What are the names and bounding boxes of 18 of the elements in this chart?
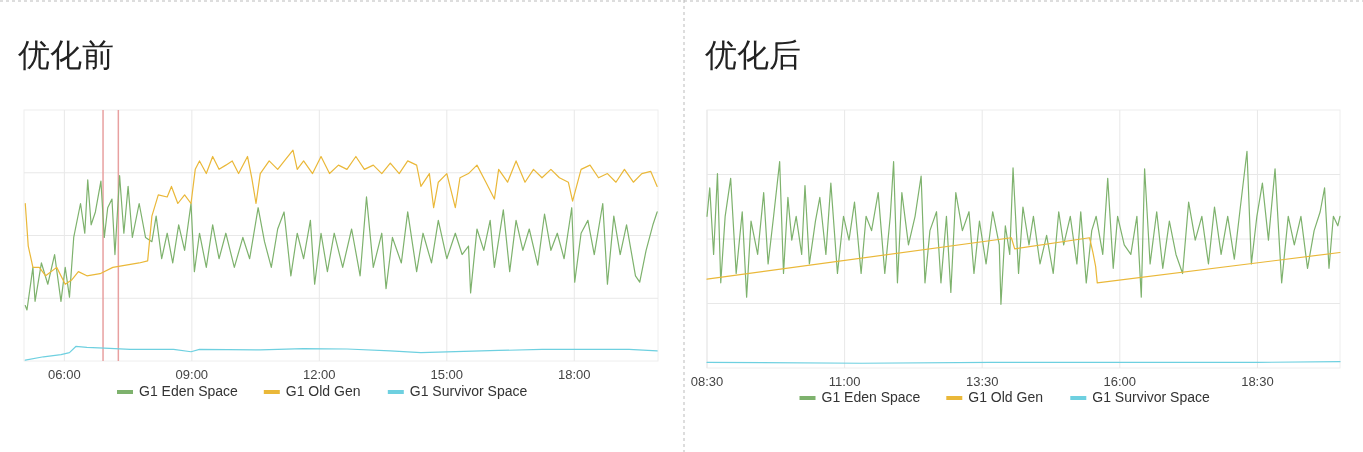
x-tick-label: 12:00 — [303, 367, 336, 382]
legend-label: G1 Survivor Space — [1092, 389, 1211, 405]
x-tick-label: 08:30 — [690, 374, 724, 389]
legend-label: G1 Old Gen — [285, 383, 361, 399]
chart-title: 优化后 — [705, 37, 801, 73]
x-tick-label: 18:00 — [558, 367, 591, 382]
x-tick-label: 13:30 — [965, 374, 999, 389]
legend-label: G1 Survivor Space — [409, 383, 528, 399]
x-tick-label: 09:00 — [175, 367, 209, 382]
legend-label: G1 Old Gen — [968, 389, 1043, 405]
x-tick-label: 16:00 — [1103, 374, 1137, 389]
x-tick-label: 11:00 — [828, 374, 861, 389]
x-tick-label: 06:00 — [48, 367, 81, 382]
chart-title: 优化前 — [18, 37, 114, 73]
legend-label: G1 Eden Space — [139, 383, 239, 399]
legend-label: G1 Eden Space — [821, 389, 921, 405]
x-tick-label: 18:30 — [1241, 374, 1274, 389]
x-tick-label: 15:00 — [430, 367, 464, 382]
